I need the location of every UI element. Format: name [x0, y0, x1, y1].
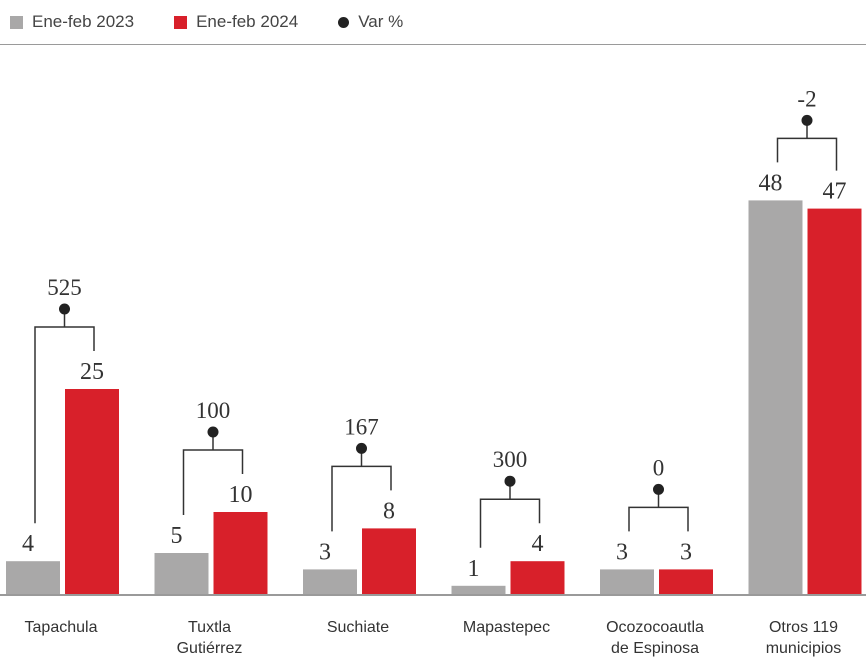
category-label-line: Tapachula — [25, 619, 98, 636]
value-label-2024: 47 — [823, 179, 847, 205]
bar-2023 — [154, 553, 209, 594]
value-label-2024: 3 — [680, 539, 692, 565]
var-bracket — [628, 506, 689, 532]
category-label-line: Tuxtla — [188, 619, 231, 636]
bar-2024 — [65, 389, 119, 594]
bar-2024 — [362, 528, 416, 594]
category-label-line: de Espinosa — [611, 640, 699, 657]
var-dot — [653, 483, 664, 495]
bar-2023 — [451, 585, 506, 594]
value-label-2023: 1 — [468, 556, 480, 582]
category-label-line: Otros 119 — [769, 619, 838, 636]
legend-label-var: Var % — [358, 12, 404, 31]
legend-label-2024: Ene-feb 2024 — [196, 12, 299, 31]
bar-2023 — [6, 561, 60, 594]
category-label: Suchiate — [327, 619, 389, 636]
var-dot — [356, 442, 367, 454]
bar-2023 — [303, 569, 357, 594]
category-label-line: Mapastepec — [463, 619, 550, 636]
var-bracket — [776, 137, 838, 171]
var-dot — [504, 475, 516, 487]
bar-2024 — [659, 569, 713, 594]
var-dot — [207, 426, 219, 438]
value-label-2024: 4 — [532, 531, 544, 557]
category-label-line: Suchiate — [327, 619, 389, 636]
legend-item-2023: Ene-feb 2023 — [10, 12, 134, 32]
legend-swatch-2023 — [10, 15, 23, 29]
bar-2023 — [600, 569, 654, 594]
value-label-2023: 48 — [759, 170, 783, 196]
value-label-2023: 5 — [171, 523, 183, 549]
category-label-line: municipios — [766, 640, 842, 657]
category-label: Tuxtla Gutiérrez — [177, 619, 243, 657]
legend: Ene-feb 2023 Ene-feb 2024 Var % — [0, 0, 866, 45]
var-label: 0 — [653, 455, 665, 480]
bar-2024 — [807, 208, 862, 594]
legend-dot-var — [338, 16, 350, 28]
var-label: 525 — [47, 275, 82, 300]
var-label: 300 — [493, 447, 528, 472]
legend-swatch-2024 — [174, 15, 188, 29]
var-label: -2 — [797, 86, 816, 111]
var-label: 167 — [344, 414, 379, 439]
var-dot — [59, 303, 70, 315]
var-dot — [801, 114, 813, 126]
legend-label-2023: Ene-feb 2023 — [32, 12, 135, 31]
bar-2024 — [510, 561, 565, 594]
category-label-line: Ocozocoautla — [606, 619, 704, 636]
value-label-2023: 4 — [22, 531, 34, 557]
category-label: Tapachula — [25, 619, 98, 636]
bar-2023 — [748, 200, 803, 594]
bar-2024 — [213, 512, 268, 594]
value-label-2023: 3 — [319, 539, 331, 565]
legend-item-2024: Ene-feb 2024 — [174, 12, 298, 32]
value-label-2024: 10 — [229, 482, 253, 508]
var-label: 100 — [196, 398, 231, 423]
category-label-line: Gutiérrez — [177, 640, 243, 657]
category-label: Otros 119 municipios — [766, 619, 842, 657]
category-label: Ocozocoautla de Espinosa — [606, 619, 704, 657]
value-label-2024: 8 — [383, 498, 395, 524]
value-label-2023: 3 — [616, 539, 628, 565]
value-label-2024: 25 — [80, 359, 104, 385]
legend-item-var: Var % — [338, 12, 403, 32]
category-label: Mapastepec — [463, 619, 550, 636]
